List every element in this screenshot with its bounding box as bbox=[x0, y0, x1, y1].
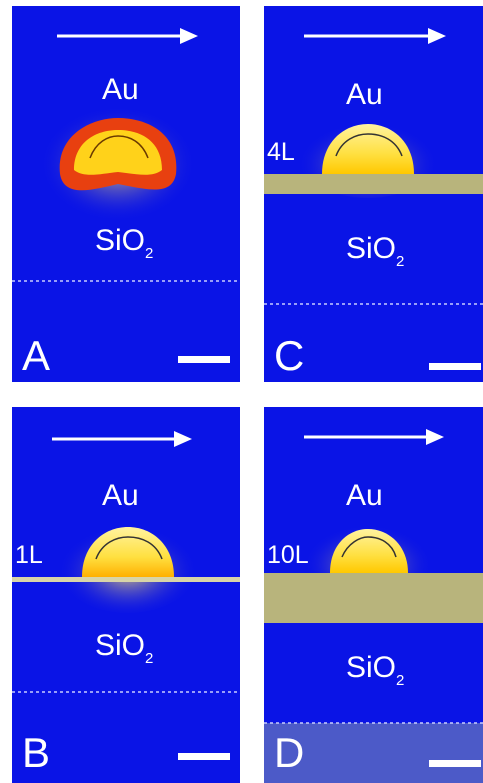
substrate-lower-region bbox=[264, 723, 483, 783]
label-au: Au bbox=[346, 479, 383, 512]
graphene-layers bbox=[264, 174, 483, 194]
graphene-layers bbox=[264, 573, 483, 623]
panel-c: Au 4L SiO2 C bbox=[264, 6, 483, 382]
nanoparticle-outline bbox=[335, 133, 403, 157]
label-sio2: SiO2 bbox=[346, 232, 404, 270]
panel-c-graphic bbox=[264, 28, 483, 370]
panel-a-graphic bbox=[12, 28, 240, 363]
label-au: Au bbox=[346, 78, 383, 111]
label-sio2-text: SiO bbox=[95, 224, 146, 257]
scale-bar bbox=[429, 760, 481, 767]
incident-arrow-head bbox=[180, 28, 198, 44]
nanoparticle-outline bbox=[89, 135, 149, 159]
label-sio2-sub: 2 bbox=[145, 650, 154, 667]
incident-arrow-head bbox=[174, 431, 192, 447]
panel-letter: D bbox=[274, 729, 305, 776]
panel-d-graphic bbox=[264, 429, 483, 783]
layer-count-label: 4L bbox=[267, 138, 295, 166]
panel-b: Au 1L SiO2 B bbox=[12, 407, 240, 783]
nanoparticle-field bbox=[82, 527, 174, 577]
nanoparticle-outline bbox=[95, 536, 163, 560]
scale-bar bbox=[178, 753, 230, 760]
nanoparticle-inner bbox=[74, 130, 162, 175]
label-sio2-sub: 2 bbox=[396, 253, 405, 270]
panel-letter: B bbox=[22, 729, 51, 776]
nanoparticle-field bbox=[330, 529, 408, 573]
label-sio2-text: SiO bbox=[95, 629, 146, 662]
panel-letter: C bbox=[274, 332, 305, 379]
scale-bar bbox=[429, 363, 481, 370]
label-sio2-text: SiO bbox=[346, 651, 397, 684]
scale-bar bbox=[178, 356, 230, 363]
panel-b-graphic bbox=[12, 431, 240, 760]
nanoparticle-field bbox=[322, 124, 414, 174]
panel-d: Au 10L SiO2 D bbox=[264, 407, 483, 783]
label-sio2-sub: 2 bbox=[396, 672, 405, 689]
incident-arrow-head bbox=[426, 429, 444, 445]
label-au: Au bbox=[102, 479, 139, 512]
label-sio2: SiO2 bbox=[346, 651, 404, 689]
panel-a: Au SiO2 A bbox=[12, 6, 240, 382]
label-au: Au bbox=[102, 73, 139, 106]
layer-count-label: 10L bbox=[267, 541, 309, 569]
label-sio2: SiO2 bbox=[95, 224, 153, 262]
label-sio2: SiO2 bbox=[95, 629, 153, 667]
label-sio2-sub: 2 bbox=[145, 245, 154, 262]
layer-count-label: 1L bbox=[15, 541, 43, 569]
label-sio2-text: SiO bbox=[346, 232, 397, 265]
nanoparticle-outline bbox=[341, 536, 397, 558]
incident-arrow-head bbox=[428, 28, 446, 44]
panel-letter: A bbox=[22, 332, 51, 379]
graphene-layers bbox=[12, 577, 240, 582]
